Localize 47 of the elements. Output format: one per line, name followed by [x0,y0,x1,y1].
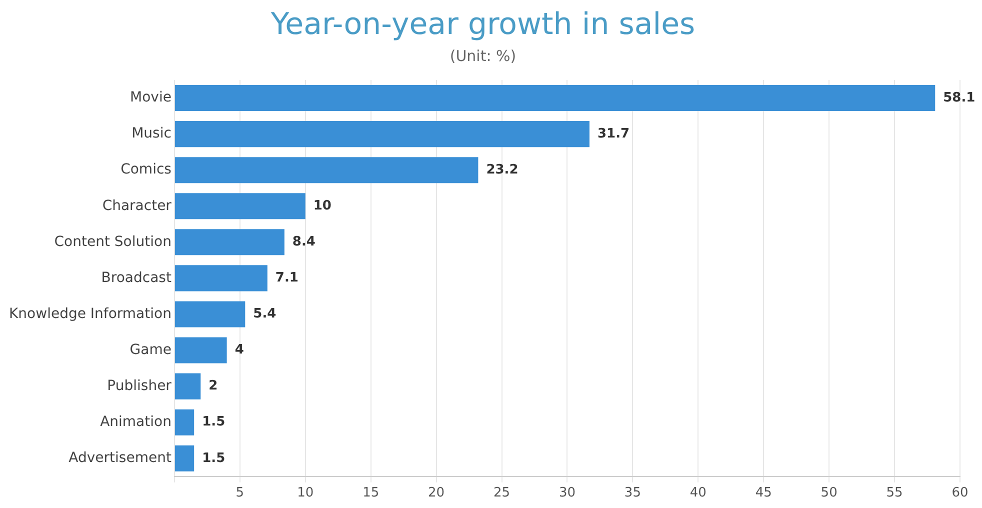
data-label: 8.4 [292,234,316,250]
y-tick-label: Character [102,198,172,214]
y-tick-label: Comics [120,162,172,178]
x-tick-label: 25 [493,486,510,501]
data-label: 10 [313,198,332,214]
data-label: 1.5 [202,414,226,430]
data-label: 1.5 [202,450,226,466]
y-tick-label: Music [132,126,172,142]
x-tick-label: 30 [558,486,576,501]
x-tick-label: 55 [886,486,903,501]
bar [174,121,590,148]
bar [174,265,268,292]
data-label: 7.1 [275,270,298,286]
bar [174,157,478,184]
y-tick-label: Advertisement [68,450,172,466]
data-label: 5.4 [253,306,276,322]
chart-subtitle: (Unit: %) [450,46,516,65]
y-tick-label: Movie [130,90,172,106]
bar [174,337,227,364]
x-tick-label: 15 [362,486,380,501]
bar [174,85,936,112]
x-tick-label: 5 [236,486,244,501]
data-label: 4 [234,342,244,358]
y-tick-label: Broadcast [101,270,172,286]
x-tick-label: 35 [624,486,641,501]
bar [174,409,194,436]
y-tick-label: Knowledge Information [8,306,172,322]
x-tick-label: 60 [952,486,968,501]
data-label: 58.1 [943,90,976,106]
y-tick-label: Game [130,342,172,358]
bar [174,193,306,220]
bar [174,301,246,328]
x-tick-label: 20 [428,486,445,501]
y-tick-label: Animation [100,414,172,430]
bar [174,445,194,472]
x-tick-label: 40 [690,486,706,501]
x-tick-label: 50 [820,486,838,501]
x-tick-label: 45 [755,486,772,501]
bar [174,229,284,256]
data-label: 31.7 [597,126,630,142]
chart-title: Year-on-year growth in sales [270,6,696,42]
y-tick-label: Publisher [107,378,172,394]
y-tick-label: Content Solution [54,234,172,250]
bar [174,373,201,400]
x-tick-label: 10 [297,486,314,501]
data-label: 2 [208,378,218,394]
data-label: 23.2 [486,162,518,178]
